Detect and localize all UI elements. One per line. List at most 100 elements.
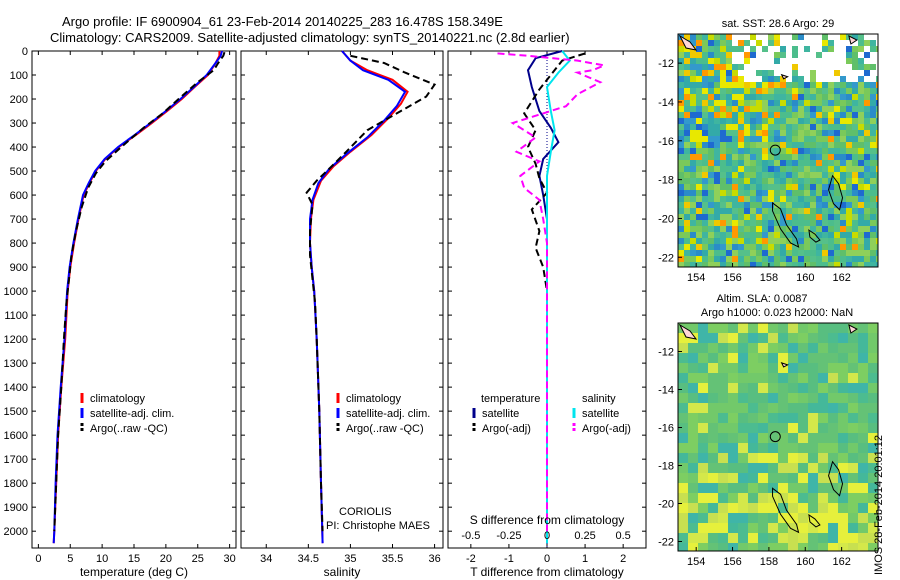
map-cell bbox=[780, 196, 786, 202]
map-cell bbox=[744, 220, 750, 226]
map-cell bbox=[778, 503, 788, 513]
map-cell bbox=[780, 208, 786, 214]
map-cell bbox=[708, 76, 714, 82]
map-cell bbox=[852, 154, 858, 160]
map-cell bbox=[678, 106, 684, 112]
map-cell bbox=[678, 64, 684, 70]
map-cell bbox=[852, 238, 858, 244]
map-cell bbox=[756, 160, 762, 166]
map-cell bbox=[846, 94, 852, 100]
map-cell bbox=[822, 232, 828, 238]
map-cell bbox=[816, 244, 822, 250]
map-cell bbox=[798, 323, 808, 333]
map-cell bbox=[848, 443, 858, 453]
map-cell bbox=[762, 238, 768, 244]
map-cell bbox=[828, 166, 834, 172]
temperature-legend-label: satellite-adj. clim. bbox=[90, 408, 174, 420]
map-cell bbox=[698, 393, 708, 403]
map-cell bbox=[798, 40, 804, 46]
map-cell bbox=[786, 184, 792, 190]
map-cell bbox=[732, 82, 738, 88]
map-cell bbox=[810, 130, 816, 136]
map-cell bbox=[834, 82, 840, 88]
map-cell bbox=[678, 184, 684, 190]
map-cell bbox=[788, 373, 798, 383]
map-cell bbox=[698, 503, 708, 513]
map-cell bbox=[738, 142, 744, 148]
map-cell bbox=[738, 184, 744, 190]
depth-tick-label: 2000 bbox=[4, 526, 28, 538]
map-cell bbox=[816, 76, 822, 82]
map-cell bbox=[868, 503, 878, 513]
map-cell bbox=[702, 124, 708, 130]
differences-legend-left-label: Argo(-adj) bbox=[482, 423, 531, 435]
map-cell bbox=[810, 106, 816, 112]
map-cell bbox=[718, 383, 728, 393]
map-cell bbox=[720, 250, 726, 256]
map-cell bbox=[762, 166, 768, 172]
map-cell bbox=[810, 154, 816, 160]
map-cell bbox=[690, 202, 696, 208]
map-cell bbox=[786, 250, 792, 256]
map-cell bbox=[834, 190, 840, 196]
map-cell bbox=[838, 523, 848, 533]
map-cell bbox=[834, 148, 840, 154]
map-cell bbox=[678, 142, 684, 148]
map-cell bbox=[816, 166, 822, 172]
map-cell bbox=[748, 433, 758, 443]
map-cell bbox=[696, 82, 702, 88]
map-cell bbox=[678, 40, 684, 46]
map-cell bbox=[818, 463, 828, 473]
coastline-island bbox=[808, 513, 821, 528]
map-cell bbox=[838, 393, 848, 403]
map-cell bbox=[726, 172, 732, 178]
map-cell bbox=[786, 208, 792, 214]
map-cell bbox=[858, 226, 864, 232]
map-cell bbox=[780, 256, 786, 262]
map-cell bbox=[818, 333, 828, 343]
map-cell bbox=[678, 393, 688, 403]
map-cell bbox=[840, 124, 846, 130]
map-cell bbox=[828, 70, 834, 76]
map-cell bbox=[792, 106, 798, 112]
map-cell bbox=[870, 52, 876, 58]
map-cell bbox=[696, 46, 702, 52]
map-cell bbox=[778, 523, 788, 533]
map-cell bbox=[738, 124, 744, 130]
map-cell bbox=[834, 52, 840, 58]
map-cell bbox=[738, 202, 744, 208]
map-cell bbox=[720, 262, 726, 267]
map-cell bbox=[708, 130, 714, 136]
map-cell bbox=[756, 190, 762, 196]
map-cell bbox=[876, 118, 878, 124]
map-cell bbox=[788, 463, 798, 473]
map-ytick-label: -12 bbox=[658, 58, 674, 70]
salinity-diff-tick-label: 0 bbox=[544, 530, 550, 542]
map-cell bbox=[852, 40, 858, 46]
map-cell bbox=[810, 88, 816, 94]
map-cell bbox=[688, 373, 698, 383]
map-cell bbox=[684, 70, 690, 76]
map-cell bbox=[684, 250, 690, 256]
map-cell bbox=[786, 70, 792, 76]
map-cell bbox=[762, 190, 768, 196]
map-cell bbox=[822, 94, 828, 100]
map-cell bbox=[708, 244, 714, 250]
map-cell bbox=[838, 513, 848, 523]
map-cell bbox=[758, 493, 768, 503]
map-cell bbox=[834, 214, 840, 220]
map-cell bbox=[808, 453, 818, 463]
salinity-xtick-label: 34 bbox=[260, 553, 272, 565]
map-cell bbox=[744, 214, 750, 220]
map-cell bbox=[708, 172, 714, 178]
map-cell bbox=[678, 58, 684, 64]
map-cell bbox=[696, 58, 702, 64]
map-cell bbox=[792, 256, 798, 262]
map-cell bbox=[846, 76, 852, 82]
map-cell bbox=[870, 262, 876, 267]
map-cell bbox=[846, 118, 852, 124]
map-cell bbox=[698, 443, 708, 453]
map-cell bbox=[774, 226, 780, 232]
map-cell bbox=[732, 196, 738, 202]
map-cell bbox=[786, 160, 792, 166]
